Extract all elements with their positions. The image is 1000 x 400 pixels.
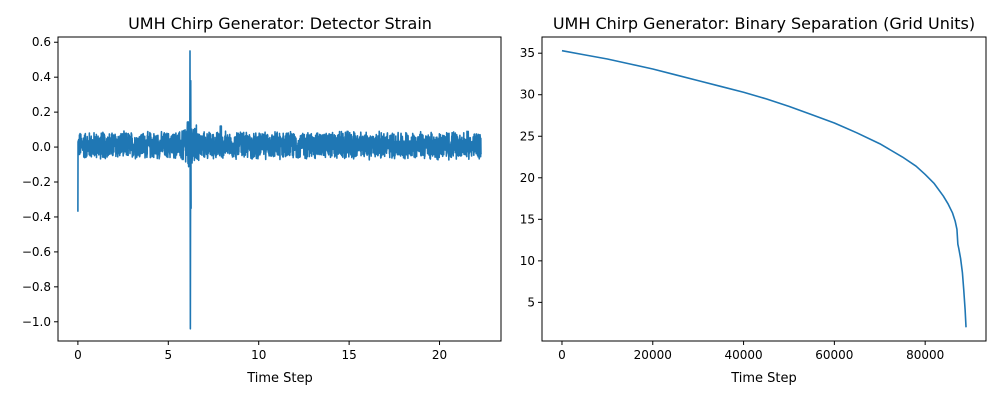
strain-x-axis: 0 5 10 15 20 [74,341,447,362]
separation-y-axis: 35 30 25 20 15 10 5 [520,46,542,309]
separation-x-axis-label: Time Step [730,371,797,386]
separation-chart-title: UMH Chirp Generator: Binary Separation (… [553,14,975,33]
x-tick-label: 10 [251,348,266,362]
y-tick-label: 30 [520,88,535,102]
y-tick-label: 10 [520,254,535,268]
y-tick-label: 35 [520,46,535,60]
strain-x-axis-label: Time Step [246,371,313,386]
y-tick-label: 25 [520,129,535,143]
x-tick-label: 0 [74,348,82,362]
y-tick-label: 15 [520,212,535,226]
separation-chart-frame [541,36,987,342]
separation-line [561,49,967,328]
series-line [561,49,967,328]
x-tick-label: 0 [558,348,566,362]
y-tick-label: 0.4 [32,70,51,84]
y-tick-label: 0.2 [32,105,51,119]
separation-x-axis: 0 20000 40000 60000 80000 [558,341,944,362]
y-tick-label: −0.4 [22,210,51,224]
strain-chart-frame [57,36,502,342]
y-tick-label: −0.2 [22,175,51,189]
x-tick-label: 20000 [634,348,672,362]
separation-chart: UMH Chirp Generator: Binary Separation (… [520,14,987,386]
y-tick-label: 5 [527,295,535,309]
x-tick-label: 60000 [815,348,853,362]
strain-chart-title: UMH Chirp Generator: Detector Strain [128,14,432,33]
y-tick-label: −0.8 [22,280,51,294]
series-line [77,50,482,330]
y-tick-label: −1.0 [22,315,51,329]
y-tick-label: −0.6 [22,245,51,259]
y-tick-label: 0.0 [32,140,51,154]
strain-line [77,50,482,330]
x-tick-label: 15 [341,348,356,362]
x-tick-label: 5 [164,348,172,362]
y-tick-label: 20 [520,171,535,185]
x-tick-label: 20 [432,348,447,362]
x-tick-label: 40000 [724,348,762,362]
strain-chart: UMH Chirp Generator: Detector Strain 0 5 1… [22,14,502,386]
y-tick-label: 0.6 [32,35,51,49]
strain-y-axis: 0.6 0.4 0.2 0.0 −0.2 −0.4 −0.6 −0.8 −1.0 [22,35,58,329]
x-tick-label: 80000 [906,348,944,362]
